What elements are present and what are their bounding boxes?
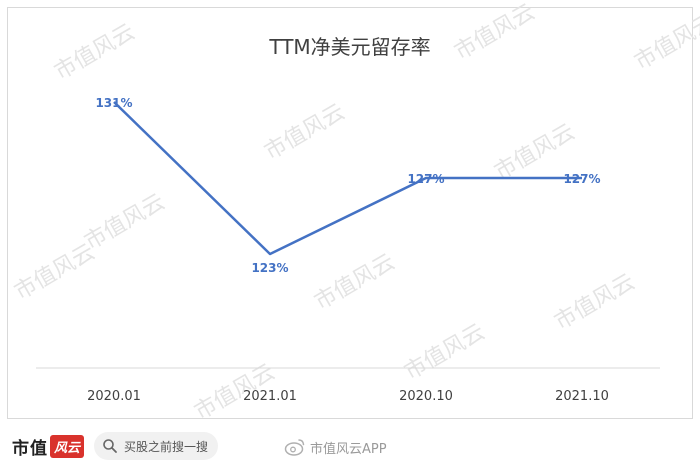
chart-title: TTM净美元留存率	[268, 35, 430, 59]
watermark-text: 市值风云	[401, 320, 490, 386]
series-layer: 131% 123% 127% 127%	[95, 96, 600, 275]
chart-panel	[7, 7, 693, 419]
watermark-text: 市值风云	[631, 10, 700, 76]
brand-logo-badge: 风云	[50, 434, 85, 458]
watermark-text: 市值风云	[81, 190, 170, 256]
watermark-text: 市值风云	[11, 240, 100, 306]
x-tick-label: 2020.01	[87, 389, 141, 404]
brand-logo-text: 市值	[12, 438, 48, 459]
weibo-watermark: 市值风云APP	[284, 436, 387, 458]
footer-bar: 市值 风云 买股之前搜一搜 市值风云APP	[0, 428, 700, 466]
watermark-text: 市值风云	[311, 250, 400, 316]
x-tick-label: 2021.10	[555, 389, 609, 404]
watermark-text: 市值风云	[261, 100, 350, 166]
data-label: 127%	[563, 172, 600, 186]
data-label: 123%	[251, 261, 288, 275]
weibo-watermark-text: 市值风云APP	[310, 441, 387, 457]
watermark-text: 市值风云	[551, 270, 640, 336]
series-line	[113, 101, 582, 256]
data-label: 127%	[407, 172, 444, 186]
x-tick-labels: 2020.01 2021.01 2020.10 2021.10	[87, 389, 609, 404]
brand-logo: 市值 风云	[12, 432, 85, 460]
x-tick-label: 2020.10	[399, 389, 453, 404]
watermark-text: 市值风云	[451, 0, 540, 65]
x-tick-label: 2021.01	[243, 389, 297, 404]
watermark-text: 市值风云	[51, 20, 140, 86]
data-label: 131%	[95, 96, 132, 110]
search-button[interactable]: 买股之前搜一搜	[94, 432, 218, 460]
search-icon	[103, 439, 117, 453]
weibo-icon	[284, 439, 305, 456]
search-label: 买股之前搜一搜	[124, 439, 209, 454]
